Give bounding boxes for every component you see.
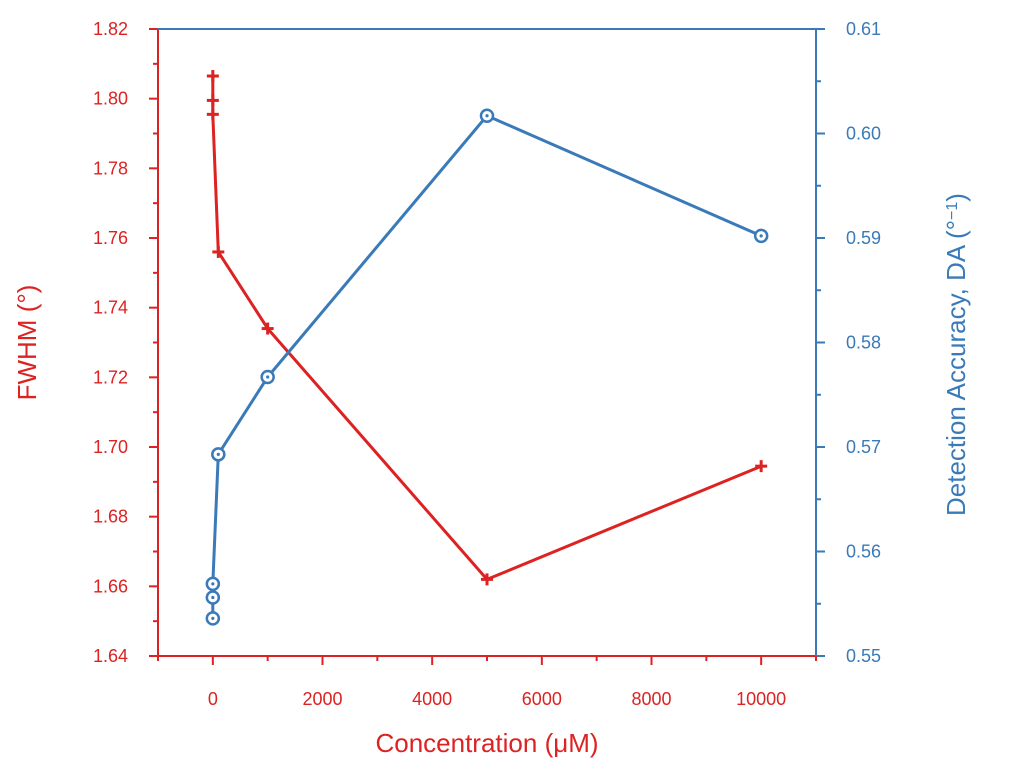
series-layer bbox=[205, 70, 769, 626]
x-tick-label: 6000 bbox=[522, 689, 562, 709]
circle-marker-dot bbox=[211, 582, 215, 586]
left-y-tick-label: 1.64 bbox=[93, 646, 128, 666]
plot-frame bbox=[157, 28, 817, 657]
x-tick-label: 8000 bbox=[631, 689, 671, 709]
da-series-line bbox=[211, 114, 762, 619]
fwhm-series-line bbox=[211, 76, 762, 581]
left-y-tick-label: 1.66 bbox=[93, 576, 128, 596]
right-y-tick-label: 0.57 bbox=[846, 437, 881, 457]
da-point-marker bbox=[753, 228, 769, 244]
left-y-tick-label: 1.70 bbox=[93, 437, 128, 457]
circle-marker-dot bbox=[266, 375, 270, 379]
right-y-tick-label: 0.60 bbox=[846, 124, 881, 144]
da-point-marker bbox=[205, 590, 221, 605]
right-y-axis-label-end: ) bbox=[941, 193, 971, 202]
circle-marker-dot bbox=[759, 234, 763, 238]
circle-marker-dot bbox=[211, 595, 215, 600]
x-tick-label: 10000 bbox=[736, 689, 786, 709]
da-point-marker bbox=[211, 447, 226, 462]
x-axis-label: Concentration (μM) bbox=[375, 728, 598, 758]
left-y-tick-label: 1.74 bbox=[93, 298, 128, 318]
left-y-tick-label: 1.68 bbox=[93, 507, 128, 527]
right-y-tick-label: 0.58 bbox=[846, 333, 881, 353]
right-y-tick-label: 0.61 bbox=[846, 19, 881, 39]
da-point-marker bbox=[260, 369, 275, 385]
right-y-tick-label: 0.56 bbox=[846, 542, 881, 562]
da-point-marker bbox=[479, 108, 495, 123]
fwhm-point-marker bbox=[212, 245, 225, 258]
left-y-tick-label: 1.80 bbox=[93, 89, 128, 109]
da-point-marker bbox=[205, 576, 221, 592]
x-tick-label: 0 bbox=[208, 689, 218, 709]
left-y-tick-label: 1.72 bbox=[93, 367, 128, 387]
x-axis: 0 2000 4000 6000 8000 10000 bbox=[157, 656, 817, 709]
left-y-tick-label: 1.82 bbox=[93, 19, 128, 39]
x-tick-label: 4000 bbox=[412, 689, 452, 709]
circle-marker-dot bbox=[216, 452, 220, 456]
left-y-axis-label: FWHM (°) bbox=[12, 285, 42, 401]
fwhm-point-marker bbox=[261, 322, 274, 335]
left-y-axis: 1.64 1.66 1.68 1.70 1.72 1.74 1.76 1.78 1.80 1.82 bbox=[93, 19, 158, 666]
fwhm-point-marker bbox=[481, 573, 493, 586]
right-y-axis: 0.55 0.56 0.57 0.58 0.59 0.60 0.61 bbox=[816, 19, 881, 666]
fwhm-point-marker bbox=[206, 70, 219, 83]
right-y-axis-label-main: Detection Accuracy, DA (° bbox=[941, 220, 971, 516]
right-y-tick-label: 0.59 bbox=[846, 228, 881, 248]
right-y-axis-label-sup: −1 bbox=[944, 202, 961, 220]
circle-marker-dot bbox=[485, 114, 489, 118]
circle-marker-dot bbox=[211, 616, 215, 620]
fwhm-point-marker bbox=[206, 108, 219, 121]
right-y-tick-label: 0.55 bbox=[846, 646, 881, 666]
fwhm-point-marker bbox=[206, 94, 219, 107]
left-y-tick-label: 1.76 bbox=[93, 228, 128, 248]
fwhm-point-marker bbox=[755, 460, 768, 473]
right-y-axis-label: Detection Accuracy, DA (°−1) bbox=[941, 193, 971, 516]
da-point-marker bbox=[205, 611, 221, 626]
left-y-tick-label: 1.78 bbox=[93, 158, 128, 178]
x-tick-label: 2000 bbox=[302, 689, 342, 709]
